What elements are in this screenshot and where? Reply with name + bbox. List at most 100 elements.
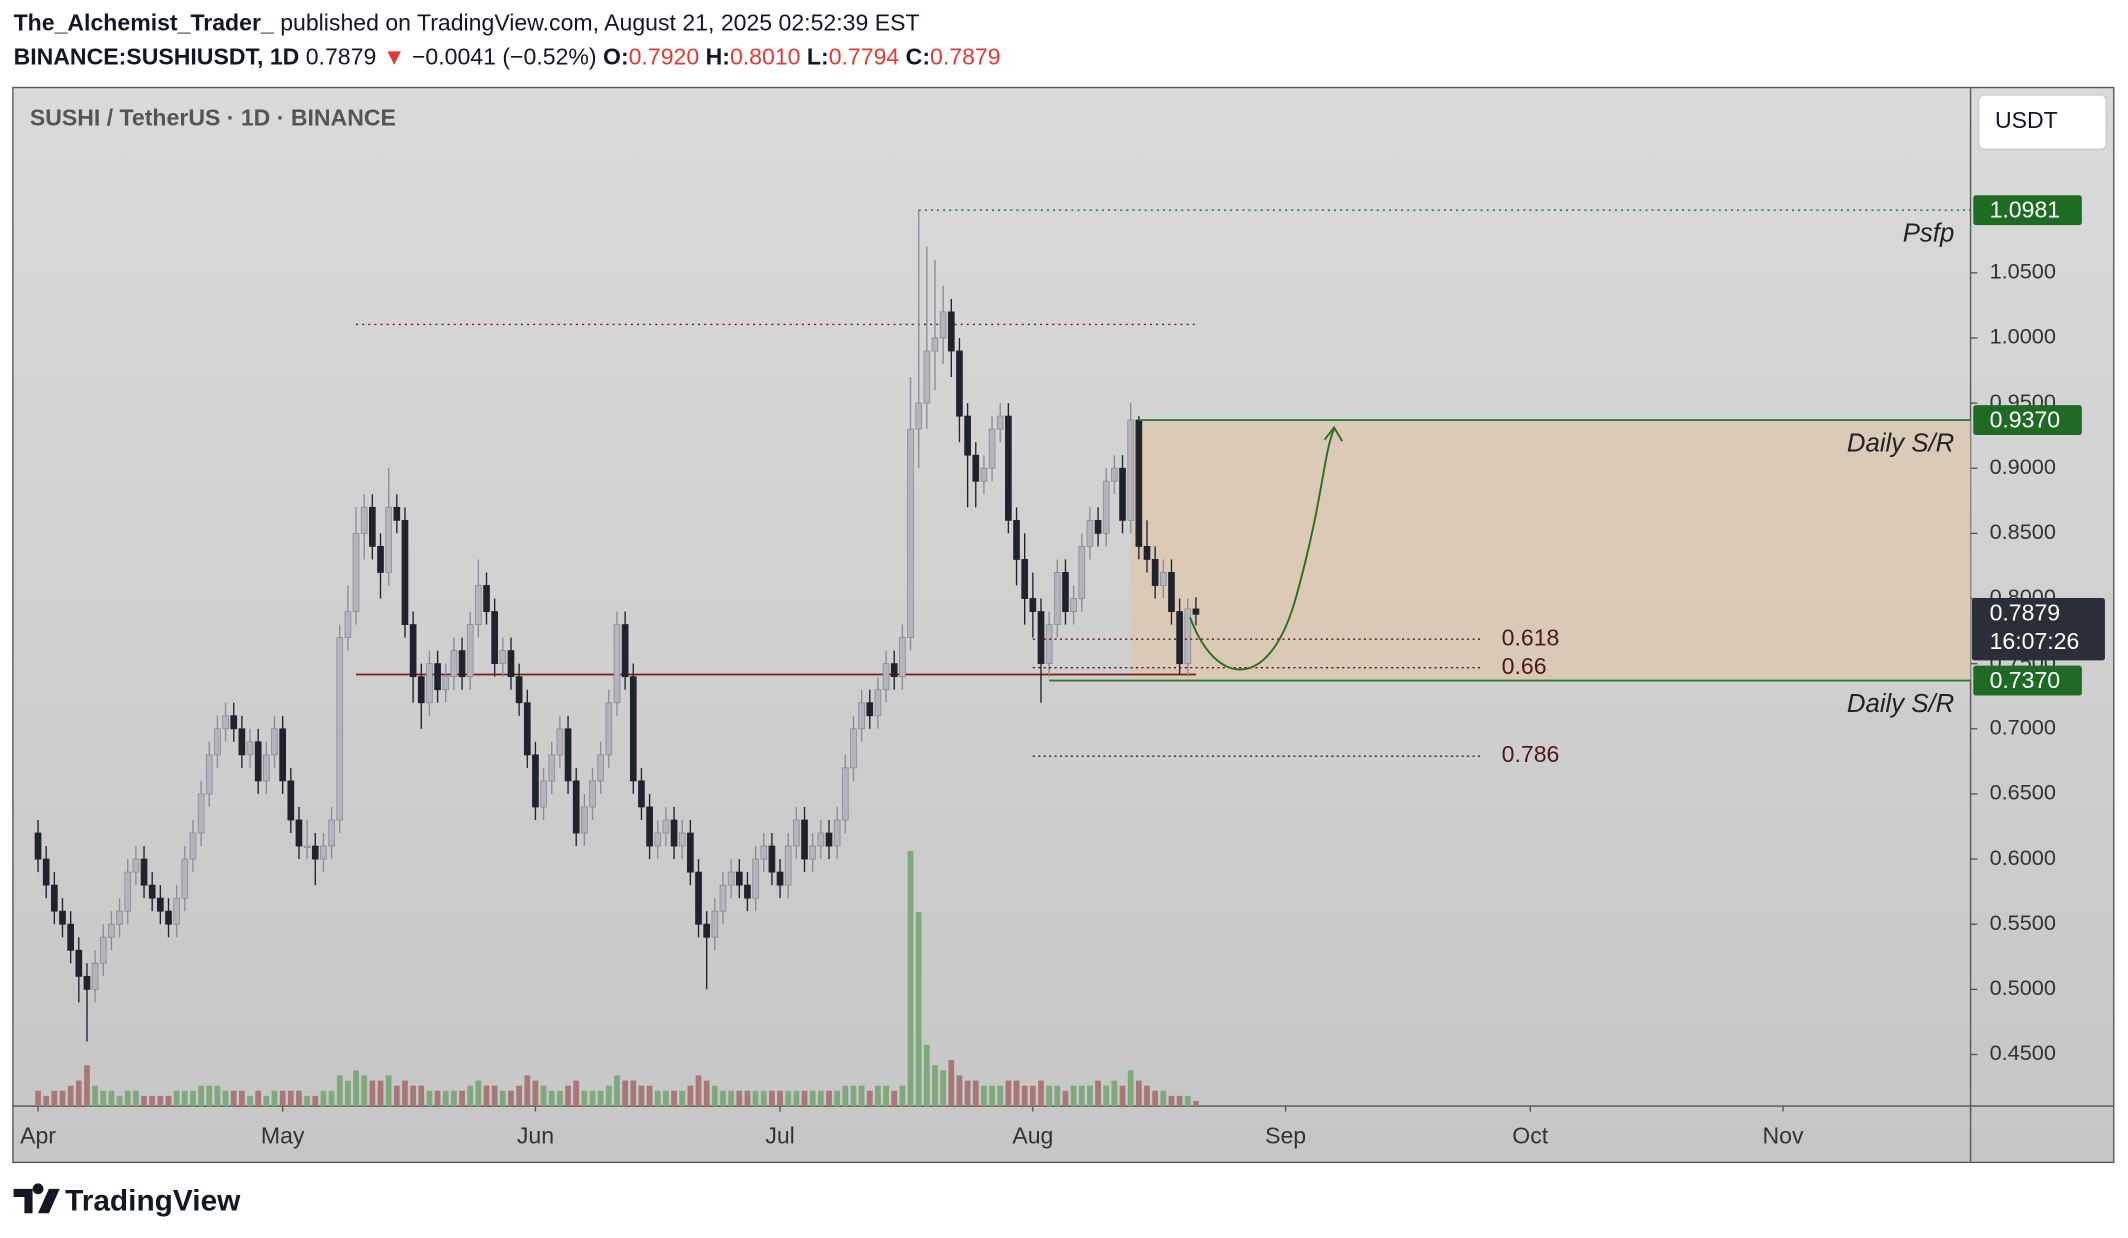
volume-bar (646, 1085, 653, 1107)
candle-body (99, 936, 107, 964)
candle-body (1062, 572, 1069, 612)
low: 0.7794 (829, 43, 900, 69)
volume-bar (475, 1080, 482, 1107)
volume-bar (75, 1080, 82, 1107)
volume-bar (1184, 1095, 1191, 1107)
candle-body (83, 975, 91, 990)
volume-bar (67, 1085, 74, 1107)
candle-body (369, 506, 376, 547)
candle-body (621, 624, 629, 678)
candle-body (377, 545, 384, 573)
candle-body (1135, 419, 1143, 547)
candle-body (532, 754, 539, 808)
candle-body (760, 845, 768, 860)
candle-body (401, 519, 409, 625)
volume-bar (181, 1090, 188, 1107)
volume-bar (557, 1090, 563, 1107)
candle-body (1111, 467, 1118, 482)
symbol: BINANCE:SUSHIUSDT, 1D (14, 43, 300, 69)
volume-bar (997, 1085, 1004, 1107)
x-tick-label: Nov (1763, 1122, 1804, 1148)
candle-body (629, 676, 637, 782)
candle-body (1029, 598, 1037, 612)
sr-zone (1130, 420, 1971, 681)
candle-body (140, 858, 148, 886)
candle-body (181, 858, 189, 899)
candle-body (475, 585, 482, 625)
volume-bar (361, 1075, 368, 1107)
candle-body (426, 663, 433, 704)
candle-body (744, 884, 751, 899)
volume-bar (817, 1090, 824, 1107)
candle-body (548, 754, 556, 782)
volume-bar (345, 1080, 351, 1107)
volume-bar (981, 1085, 987, 1107)
volume-bar (1111, 1080, 1118, 1107)
volume-bar (883, 1085, 889, 1107)
volume-bar (1038, 1080, 1044, 1107)
volume-bar (605, 1085, 612, 1107)
candle-body (197, 793, 205, 834)
published: published on TradingView.com, August 21,… (280, 10, 919, 36)
candle-body (1119, 467, 1126, 521)
open: 0.7920 (629, 43, 700, 69)
y-tick-label: 0.7000 (1990, 715, 2056, 740)
candle-body (801, 819, 808, 860)
y-tick-label: 0.8500 (1990, 519, 2056, 544)
candle-body (752, 858, 759, 899)
candle-body (442, 676, 450, 691)
candle-body (768, 845, 776, 873)
volume-bar (752, 1090, 759, 1107)
axis-label: 0.9370 (1990, 406, 2061, 432)
candle-body (434, 663, 441, 691)
volume-bar (1135, 1080, 1142, 1107)
header-line-1: The_Alchemist_Trader_ published on Tradi… (14, 10, 920, 36)
candle-body (776, 871, 784, 886)
candle-body (263, 754, 270, 782)
candle-body (409, 624, 417, 678)
candle-body (157, 897, 164, 912)
volume-bar (157, 1095, 164, 1107)
volume-bar (92, 1085, 98, 1107)
candle-body (360, 506, 368, 534)
volume-bar (393, 1085, 400, 1107)
candle-body (899, 637, 906, 678)
candle-body (915, 402, 923, 430)
volume-bar (173, 1090, 180, 1107)
candle-body (956, 350, 963, 417)
volume-bar (728, 1090, 734, 1107)
candle-body (988, 428, 996, 469)
candle-body (1176, 611, 1183, 665)
candle-body (91, 962, 99, 990)
axis-label: 0.7370 (1990, 667, 2061, 693)
volume-bar (230, 1090, 237, 1107)
volume-bar (679, 1090, 686, 1107)
volume-bar (402, 1080, 408, 1107)
volume-bar (915, 912, 922, 1107)
candle-body (1013, 519, 1020, 560)
candle-body (972, 454, 980, 482)
volume-bar (483, 1085, 490, 1107)
candle-body (833, 819, 841, 847)
logo: TradingView (13, 1183, 241, 1217)
candle-body (572, 780, 580, 834)
volume-bar (720, 1090, 726, 1107)
volume-bar (1103, 1085, 1110, 1107)
currency-button[interactable] (1978, 94, 2107, 150)
candle-body (34, 832, 42, 860)
candle-body (784, 845, 792, 886)
fib-label: 0.786 (1502, 741, 1560, 767)
sr-text: Daily S/R (1847, 690, 1954, 718)
volume-bar (491, 1085, 498, 1107)
volume-bar (1095, 1080, 1101, 1107)
candle-body (719, 884, 727, 912)
volume-bar (540, 1085, 547, 1107)
y-tick-label: 0.6500 (1990, 780, 2056, 805)
candle-body (50, 884, 58, 912)
volume-bar (499, 1090, 506, 1107)
volume-bar (124, 1090, 131, 1107)
candle-body (271, 728, 278, 756)
l-label: L: (807, 43, 829, 69)
candle-body (42, 858, 50, 886)
